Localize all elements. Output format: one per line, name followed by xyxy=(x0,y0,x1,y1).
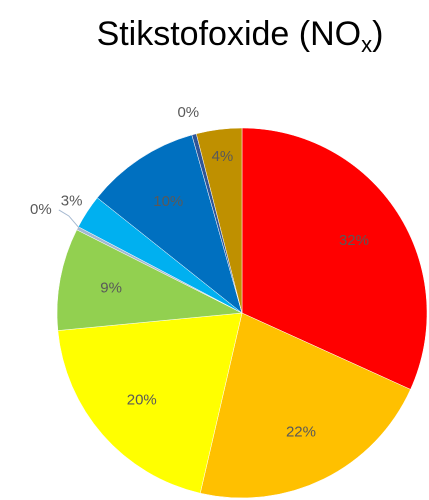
leader-line xyxy=(58,209,82,231)
pie-slice xyxy=(241,127,428,390)
data-label: 0% xyxy=(30,201,52,218)
pie-slice xyxy=(57,312,243,494)
data-label: 22% xyxy=(286,423,316,440)
chart-title: Stikstofoxide (NOx) xyxy=(97,15,384,57)
data-label: 20% xyxy=(127,392,157,409)
title-subscript: x xyxy=(361,32,372,57)
pie-slice xyxy=(199,312,411,499)
data-label: 3% xyxy=(61,193,83,210)
data-label: 10% xyxy=(153,193,183,210)
pie-slice xyxy=(196,127,243,314)
title-suffix: ) xyxy=(372,15,383,53)
data-label: 9% xyxy=(100,279,122,296)
pie-slice xyxy=(56,229,243,331)
title-text: Stikstofoxide (NO xyxy=(97,15,362,53)
data-label: 32% xyxy=(339,232,369,249)
data-label: 0% xyxy=(177,104,199,121)
data-label: 4% xyxy=(212,148,234,165)
pie-slice xyxy=(96,134,243,314)
